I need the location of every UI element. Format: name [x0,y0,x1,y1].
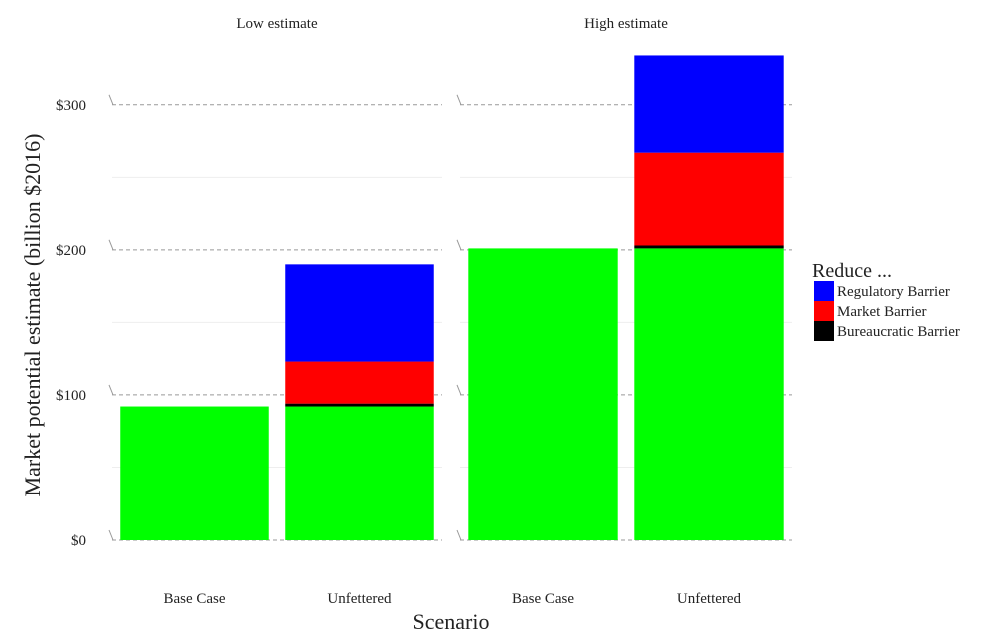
legend-label-market-barrier: Market Barrier [837,304,927,320]
x-tick-label: Unfettered [327,591,392,607]
facet-panel-low-estimate: Low estimate Base Case Unfettered [108,16,442,607]
y-tick-mark [456,529,462,541]
x-axis-title: Scenario [413,609,490,632]
facet-label: High estimate [584,16,668,32]
y-tick-mark [456,239,462,251]
legend: Reduce ... Regulatory Barrier Market Barri… [812,260,960,341]
y-tick-mark [108,239,114,251]
legend-title: Reduce ... [812,260,892,282]
bar-segment-base-base-case [120,406,269,540]
y-axis-title: Market potential estimate (billion $2016… [20,134,45,497]
facet-label: Low estimate [236,16,318,32]
x-tick-label: Base Case [512,591,574,607]
y-tick-mark [456,94,462,105]
y-tick-mark [456,384,462,396]
y-tick-mark [108,94,114,105]
legend-swatch-market-barrier [814,301,834,321]
y-tick-label: $100 [56,388,86,404]
bar-segment-base-unfettered [634,248,784,540]
bar-segment-bureaucratic-barrier-unfettered [285,403,434,407]
plot-area: $0 $100 $200 $300 Low estimate Base Case Unfet… [56,16,792,607]
bar-segment-market-barrier-unfettered [285,361,434,404]
bar-segment-regulatory-barrier-unfettered [634,55,784,153]
bar-segment-base-base-case [468,248,618,540]
y-tick-mark [108,384,114,396]
legend-swatch-bureaucratic-barrier [814,321,834,341]
legend-label-bureaucratic-barrier: Bureaucratic Barrier [837,324,960,340]
bar-segment-bureaucratic-barrier-unfettered [634,245,784,249]
y-tick-mark [108,529,114,541]
y-tick-label: $0 [71,533,86,549]
bar-segment-base-unfettered [285,406,434,540]
facet-panel-high-estimate: High estimate Base Case Unfettered [456,16,792,607]
x-tick-label: Base Case [163,591,225,607]
legend-swatch-regulatory-barrier [814,281,834,301]
bar-segment-market-barrier-unfettered [634,152,784,246]
bar-segment-regulatory-barrier-unfettered [285,264,434,362]
y-tick-label: $300 [56,98,86,114]
x-tick-label: Unfettered [677,591,742,607]
legend-label-regulatory-barrier: Regulatory Barrier [837,284,950,300]
y-tick-label: $200 [56,243,86,259]
